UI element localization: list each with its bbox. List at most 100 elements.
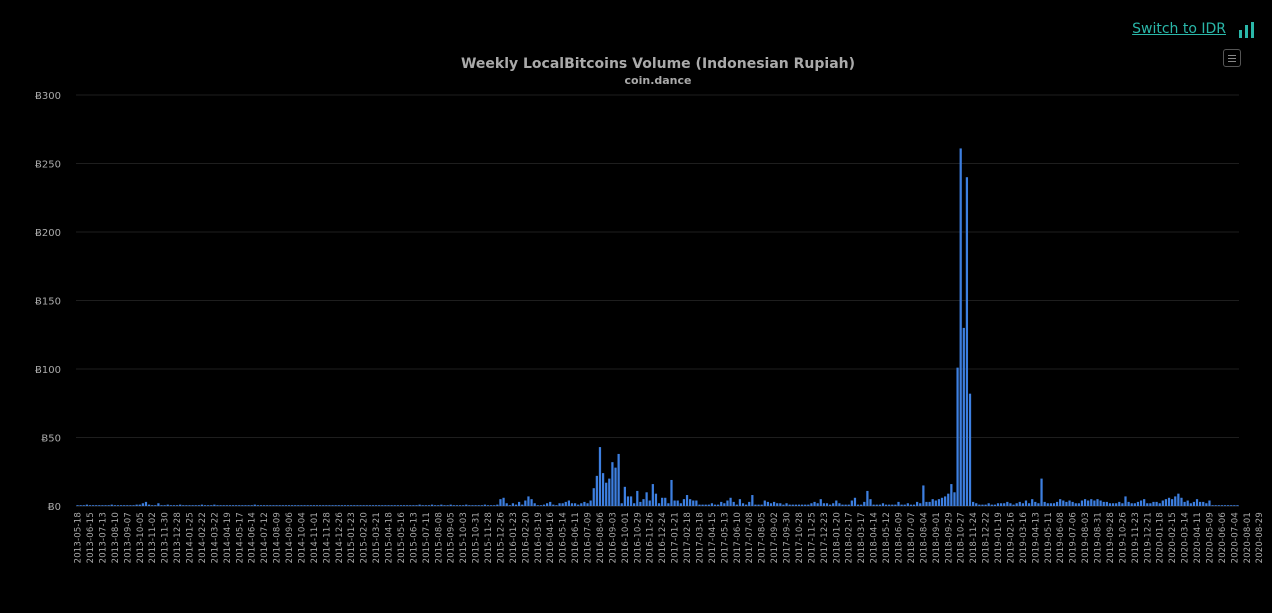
bar [947, 493, 950, 506]
x-tick-label: 2018-09-01 [932, 512, 942, 563]
bar [213, 504, 216, 506]
bar [95, 505, 98, 506]
bar [449, 504, 452, 506]
bar [203, 505, 207, 506]
bar [720, 501, 723, 506]
bar [490, 505, 493, 506]
bar [1192, 501, 1196, 506]
x-tick-label: 2017-09-30 [783, 512, 793, 563]
bar [297, 505, 300, 506]
bar [698, 504, 701, 506]
bar-chart-icon-bar [1245, 25, 1248, 38]
bar [878, 504, 881, 506]
bar [378, 505, 381, 506]
bar [434, 505, 437, 506]
bar [396, 505, 399, 506]
bar [241, 505, 244, 506]
x-tick-label: 2015-10-31 [472, 512, 482, 563]
bar [832, 503, 835, 506]
bar [1021, 503, 1024, 506]
x-tick-label: 2014-09-06 [285, 512, 295, 563]
bar [1080, 500, 1084, 506]
bar [465, 504, 468, 506]
x-tick-label: 2017-02-18 [683, 512, 693, 563]
bar [207, 505, 210, 506]
bar [300, 505, 303, 506]
bar [402, 505, 406, 506]
bar [881, 503, 885, 506]
switch-to-idr-link[interactable]: Switch to IDR [1132, 21, 1226, 37]
bar [1006, 501, 1009, 506]
bar [412, 505, 415, 506]
bar [1083, 499, 1087, 506]
bar [972, 501, 975, 506]
x-tick-label: 2019-01-19 [994, 512, 1004, 563]
bar [1149, 503, 1152, 506]
bar [1127, 501, 1130, 506]
y-axis: Ƀ0 Ƀ50 Ƀ100 Ƀ150 Ƀ200 Ƀ250 Ƀ300 [35, 91, 61, 513]
bar [558, 503, 561, 506]
bar [555, 505, 558, 506]
bar [468, 505, 471, 506]
bar [169, 505, 172, 506]
bar [570, 503, 574, 506]
bar [1012, 504, 1015, 506]
chart-menu-button[interactable] [1223, 49, 1241, 67]
bar [238, 505, 241, 506]
bar [648, 500, 651, 506]
bar [611, 462, 614, 506]
bar [524, 500, 527, 506]
bar [651, 484, 654, 506]
bar [406, 505, 409, 506]
bar [123, 505, 126, 506]
bar [894, 504, 897, 506]
bar [222, 505, 225, 506]
bar [1046, 503, 1049, 506]
x-tick-label: 2014-01-25 [186, 512, 196, 563]
bar [225, 505, 228, 506]
x-tick-label: 2016-04-16 [546, 512, 556, 563]
bar-chart-icon[interactable] [1238, 22, 1256, 38]
bar [661, 497, 664, 506]
x-tick-label: 2013-10-05 [136, 512, 146, 563]
bar [256, 505, 260, 506]
bar [567, 500, 570, 506]
bar [244, 505, 247, 506]
x-tick-label: 2018-11-24 [969, 512, 979, 563]
y-tick-label: Ƀ100 [35, 365, 61, 376]
bar [863, 501, 866, 506]
bar [692, 500, 695, 506]
bar [1230, 505, 1233, 506]
x-tick-label: 2020-01-18 [1156, 512, 1166, 563]
bar [88, 505, 92, 506]
x-tick-label: 2014-07-12 [260, 512, 270, 563]
x-tick-label: 2018-09-29 [944, 512, 954, 563]
bar [409, 505, 412, 506]
bar [1115, 503, 1118, 506]
bar [909, 504, 913, 506]
bar [110, 504, 113, 506]
x-tick-label: 2019-08-03 [1081, 512, 1091, 563]
bar [340, 505, 343, 506]
x-tick-label: 2016-09-03 [608, 512, 618, 563]
x-tick-label: 2016-05-14 [559, 512, 569, 563]
bar [175, 505, 179, 506]
bar [1208, 500, 1211, 506]
x-tick-label: 2013-05-18 [74, 512, 84, 563]
x-tick-label: 2019-07-06 [1069, 512, 1079, 563]
bar [959, 148, 962, 506]
x-tick-label: 2018-08-04 [919, 512, 929, 563]
bar [219, 505, 222, 506]
x-tick-label: 2014-06-14 [248, 512, 258, 563]
bar [670, 479, 673, 506]
bar [231, 505, 235, 506]
bar [710, 503, 714, 506]
bar [956, 367, 959, 506]
x-tick-label: 2017-06-10 [733, 512, 743, 563]
bar [303, 505, 306, 506]
bar [695, 500, 698, 506]
x-tick-label: 2016-03-19 [534, 512, 544, 563]
bar [197, 505, 200, 506]
bar [521, 504, 524, 506]
bar [975, 503, 978, 506]
